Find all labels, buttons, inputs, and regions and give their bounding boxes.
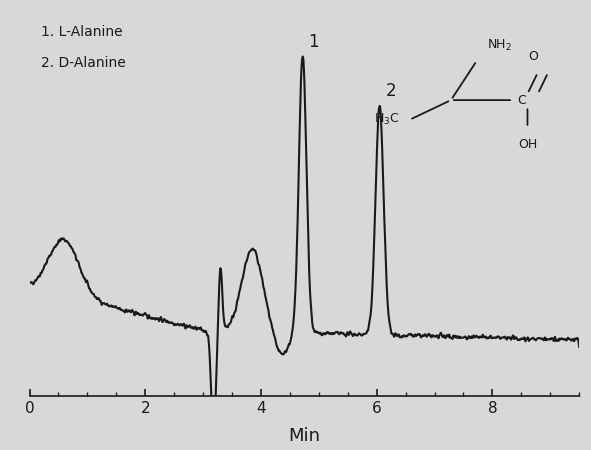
Text: O: O bbox=[529, 50, 538, 63]
Text: 2. D-Alanine: 2. D-Alanine bbox=[41, 55, 125, 70]
Text: 1. L-Alanine: 1. L-Alanine bbox=[41, 25, 122, 39]
X-axis label: Min: Min bbox=[288, 427, 320, 445]
Text: OH: OH bbox=[518, 138, 537, 151]
Text: 1: 1 bbox=[309, 33, 319, 51]
Text: C: C bbox=[517, 94, 526, 107]
Text: NH$_2$: NH$_2$ bbox=[487, 38, 512, 53]
Text: 2: 2 bbox=[385, 82, 396, 100]
Text: H$_3$C: H$_3$C bbox=[374, 112, 399, 127]
